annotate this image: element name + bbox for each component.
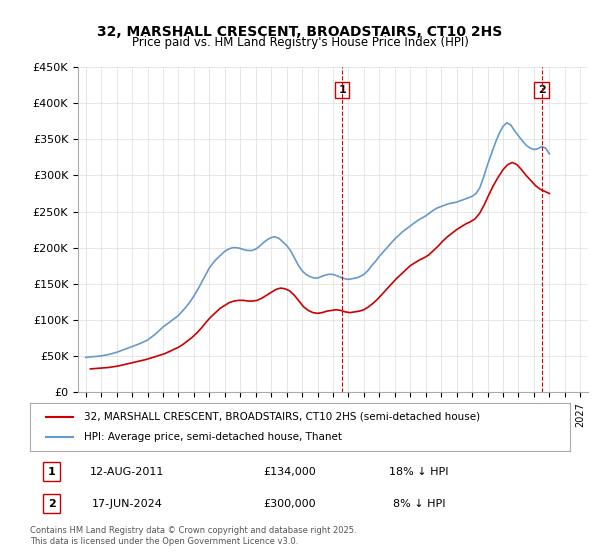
Text: £134,000: £134,000 — [263, 466, 316, 477]
Text: £300,000: £300,000 — [263, 499, 316, 509]
Text: 12-AUG-2011: 12-AUG-2011 — [90, 466, 164, 477]
Text: Price paid vs. HM Land Registry's House Price Index (HPI): Price paid vs. HM Land Registry's House … — [131, 36, 469, 49]
Text: 8% ↓ HPI: 8% ↓ HPI — [392, 499, 445, 509]
Text: 2: 2 — [538, 85, 545, 95]
Text: 2: 2 — [48, 499, 55, 509]
Text: 1: 1 — [338, 85, 346, 95]
Text: 32, MARSHALL CRESCENT, BROADSTAIRS, CT10 2HS: 32, MARSHALL CRESCENT, BROADSTAIRS, CT10… — [97, 25, 503, 39]
Text: HPI: Average price, semi-detached house, Thanet: HPI: Average price, semi-detached house,… — [84, 432, 342, 442]
Text: 32, MARSHALL CRESCENT, BROADSTAIRS, CT10 2HS (semi-detached house): 32, MARSHALL CRESCENT, BROADSTAIRS, CT10… — [84, 412, 480, 422]
Text: 17-JUN-2024: 17-JUN-2024 — [92, 499, 163, 509]
Text: 18% ↓ HPI: 18% ↓ HPI — [389, 466, 449, 477]
Text: 1: 1 — [48, 466, 55, 477]
Text: Contains HM Land Registry data © Crown copyright and database right 2025.
This d: Contains HM Land Registry data © Crown c… — [30, 526, 356, 546]
